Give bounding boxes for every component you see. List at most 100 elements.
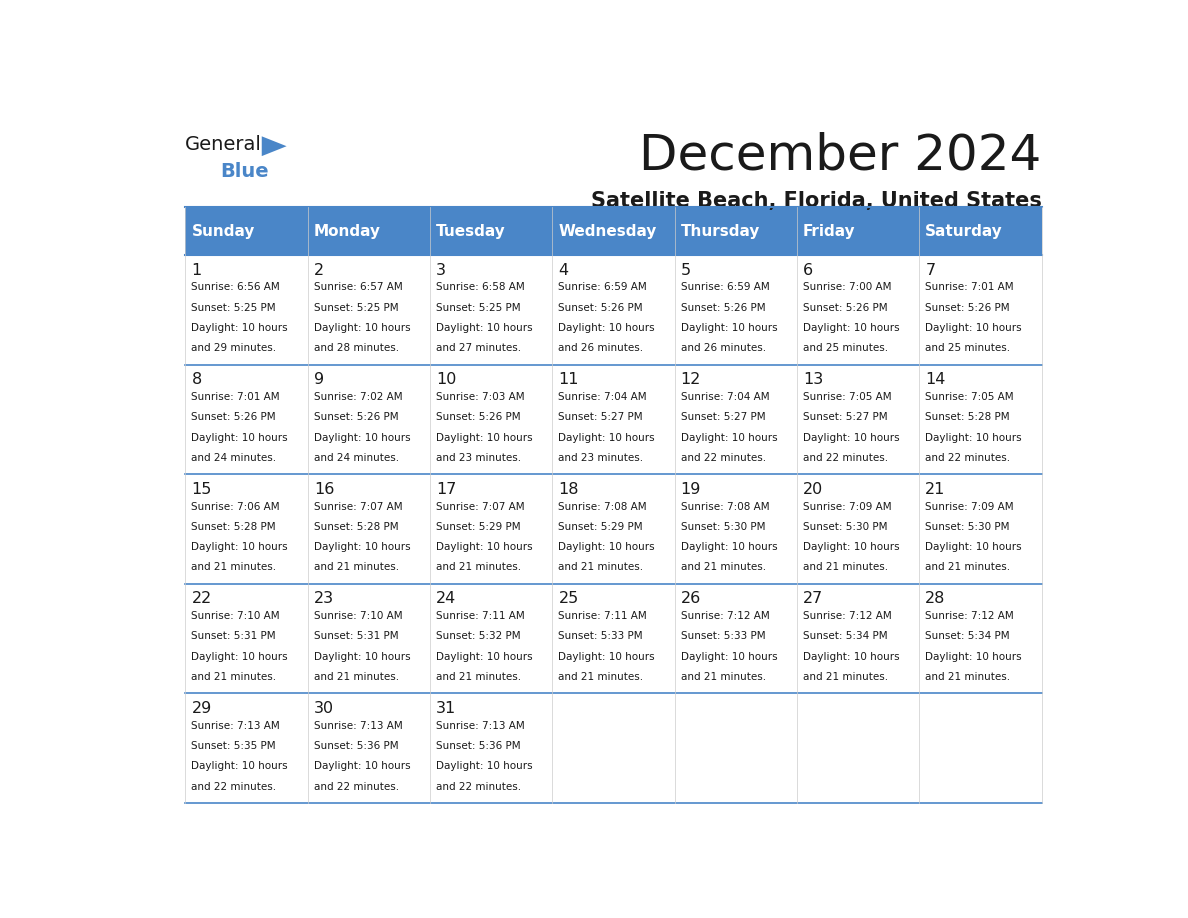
Text: 31: 31	[436, 701, 456, 716]
Text: Sunrise: 7:04 AM: Sunrise: 7:04 AM	[558, 392, 647, 402]
Text: Sunset: 5:28 PM: Sunset: 5:28 PM	[314, 521, 398, 532]
Text: Sunset: 5:30 PM: Sunset: 5:30 PM	[803, 521, 887, 532]
Bar	[675, 584, 797, 693]
Text: Sunrise: 7:12 AM: Sunrise: 7:12 AM	[681, 611, 770, 621]
Text: Sunrise: 6:56 AM: Sunrise: 6:56 AM	[191, 283, 280, 293]
Text: and 22 minutes.: and 22 minutes.	[681, 453, 766, 463]
Bar	[430, 584, 552, 693]
Text: Daylight: 10 hours: Daylight: 10 hours	[925, 432, 1022, 442]
Text: Sunrise: 7:01 AM: Sunrise: 7:01 AM	[191, 392, 280, 402]
Text: 3: 3	[436, 263, 446, 278]
Text: Sunrise: 7:13 AM: Sunrise: 7:13 AM	[314, 721, 403, 731]
Bar	[308, 207, 430, 255]
Text: Saturday: Saturday	[925, 224, 1003, 239]
Bar	[675, 207, 797, 255]
Text: Sunset: 5:25 PM: Sunset: 5:25 PM	[314, 303, 398, 313]
Bar	[797, 207, 920, 255]
Text: Daylight: 10 hours: Daylight: 10 hours	[803, 432, 899, 442]
Bar	[308, 693, 430, 803]
Bar	[552, 693, 675, 803]
Text: Daylight: 10 hours: Daylight: 10 hours	[436, 652, 532, 662]
Text: and 24 minutes.: and 24 minutes.	[314, 453, 399, 463]
Text: Sunrise: 7:01 AM: Sunrise: 7:01 AM	[925, 283, 1015, 293]
Text: Sunset: 5:32 PM: Sunset: 5:32 PM	[436, 632, 520, 642]
Text: Daylight: 10 hours: Daylight: 10 hours	[681, 543, 777, 552]
Text: Daylight: 10 hours: Daylight: 10 hours	[681, 323, 777, 333]
Text: Sunset: 5:27 PM: Sunset: 5:27 PM	[681, 412, 765, 422]
Text: Daylight: 10 hours: Daylight: 10 hours	[191, 432, 287, 442]
Bar	[920, 364, 1042, 475]
Bar	[552, 207, 675, 255]
Text: Sunrise: 7:04 AM: Sunrise: 7:04 AM	[681, 392, 770, 402]
Bar	[675, 475, 797, 584]
Text: Sunrise: 7:00 AM: Sunrise: 7:00 AM	[803, 283, 891, 293]
Text: Sunset: 5:33 PM: Sunset: 5:33 PM	[681, 632, 765, 642]
Text: Sunrise: 6:58 AM: Sunrise: 6:58 AM	[436, 283, 525, 293]
Bar	[797, 584, 920, 693]
Bar	[675, 255, 797, 364]
Text: Sunrise: 7:11 AM: Sunrise: 7:11 AM	[436, 611, 525, 621]
Text: and 27 minutes.: and 27 minutes.	[436, 343, 522, 353]
Text: Tuesday: Tuesday	[436, 224, 506, 239]
Text: Sunday: Sunday	[191, 224, 254, 239]
Text: 30: 30	[314, 701, 334, 716]
Text: and 22 minutes.: and 22 minutes.	[803, 453, 889, 463]
Text: Daylight: 10 hours: Daylight: 10 hours	[314, 323, 410, 333]
Text: Sunrise: 7:07 AM: Sunrise: 7:07 AM	[314, 501, 403, 511]
Text: 27: 27	[803, 591, 823, 607]
Text: Daylight: 10 hours: Daylight: 10 hours	[314, 761, 410, 771]
Text: and 21 minutes.: and 21 minutes.	[803, 563, 889, 573]
Text: Sunset: 5:26 PM: Sunset: 5:26 PM	[436, 412, 520, 422]
Text: Daylight: 10 hours: Daylight: 10 hours	[925, 543, 1022, 552]
Text: and 22 minutes.: and 22 minutes.	[314, 781, 399, 791]
Text: and 21 minutes.: and 21 minutes.	[925, 563, 1011, 573]
Bar	[552, 475, 675, 584]
Text: and 25 minutes.: and 25 minutes.	[803, 343, 889, 353]
Text: Satellite Beach, Florida, United States: Satellite Beach, Florida, United States	[590, 192, 1042, 211]
Bar	[797, 475, 920, 584]
Text: Sunset: 5:25 PM: Sunset: 5:25 PM	[191, 303, 276, 313]
Text: Daylight: 10 hours: Daylight: 10 hours	[681, 432, 777, 442]
Text: and 29 minutes.: and 29 minutes.	[191, 343, 277, 353]
Text: Sunset: 5:30 PM: Sunset: 5:30 PM	[681, 521, 765, 532]
Text: Sunrise: 6:59 AM: Sunrise: 6:59 AM	[558, 283, 647, 293]
Bar	[185, 475, 308, 584]
Text: Sunrise: 7:13 AM: Sunrise: 7:13 AM	[436, 721, 525, 731]
Text: Daylight: 10 hours: Daylight: 10 hours	[191, 761, 287, 771]
Text: Sunset: 5:36 PM: Sunset: 5:36 PM	[314, 741, 398, 751]
Text: 4: 4	[558, 263, 569, 278]
Text: Daylight: 10 hours: Daylight: 10 hours	[314, 652, 410, 662]
Bar	[430, 364, 552, 475]
Text: and 23 minutes.: and 23 minutes.	[558, 453, 644, 463]
Text: and 22 minutes.: and 22 minutes.	[925, 453, 1011, 463]
Bar	[308, 475, 430, 584]
Polygon shape	[261, 136, 286, 156]
Text: 22: 22	[191, 591, 211, 607]
Text: Sunset: 5:26 PM: Sunset: 5:26 PM	[314, 412, 398, 422]
Text: Daylight: 10 hours: Daylight: 10 hours	[925, 652, 1022, 662]
Text: Sunrise: 7:07 AM: Sunrise: 7:07 AM	[436, 501, 525, 511]
Text: Sunrise: 7:10 AM: Sunrise: 7:10 AM	[191, 611, 280, 621]
Text: 17: 17	[436, 482, 456, 497]
Text: Sunset: 5:35 PM: Sunset: 5:35 PM	[191, 741, 276, 751]
Text: 1: 1	[191, 263, 202, 278]
Text: Sunset: 5:34 PM: Sunset: 5:34 PM	[925, 632, 1010, 642]
Text: and 26 minutes.: and 26 minutes.	[558, 343, 644, 353]
Bar	[308, 255, 430, 364]
Bar	[920, 475, 1042, 584]
Text: Sunset: 5:26 PM: Sunset: 5:26 PM	[558, 303, 643, 313]
Bar	[430, 207, 552, 255]
Text: Daylight: 10 hours: Daylight: 10 hours	[314, 543, 410, 552]
Text: Sunrise: 7:12 AM: Sunrise: 7:12 AM	[925, 611, 1015, 621]
Text: 11: 11	[558, 373, 579, 387]
Bar	[675, 693, 797, 803]
Text: 19: 19	[681, 482, 701, 497]
Text: 14: 14	[925, 373, 946, 387]
Text: Friday: Friday	[803, 224, 855, 239]
Text: 10: 10	[436, 373, 456, 387]
Bar	[552, 255, 675, 364]
Text: Sunset: 5:28 PM: Sunset: 5:28 PM	[925, 412, 1010, 422]
Text: December 2024: December 2024	[639, 131, 1042, 179]
Text: and 26 minutes.: and 26 minutes.	[681, 343, 766, 353]
Bar	[430, 255, 552, 364]
